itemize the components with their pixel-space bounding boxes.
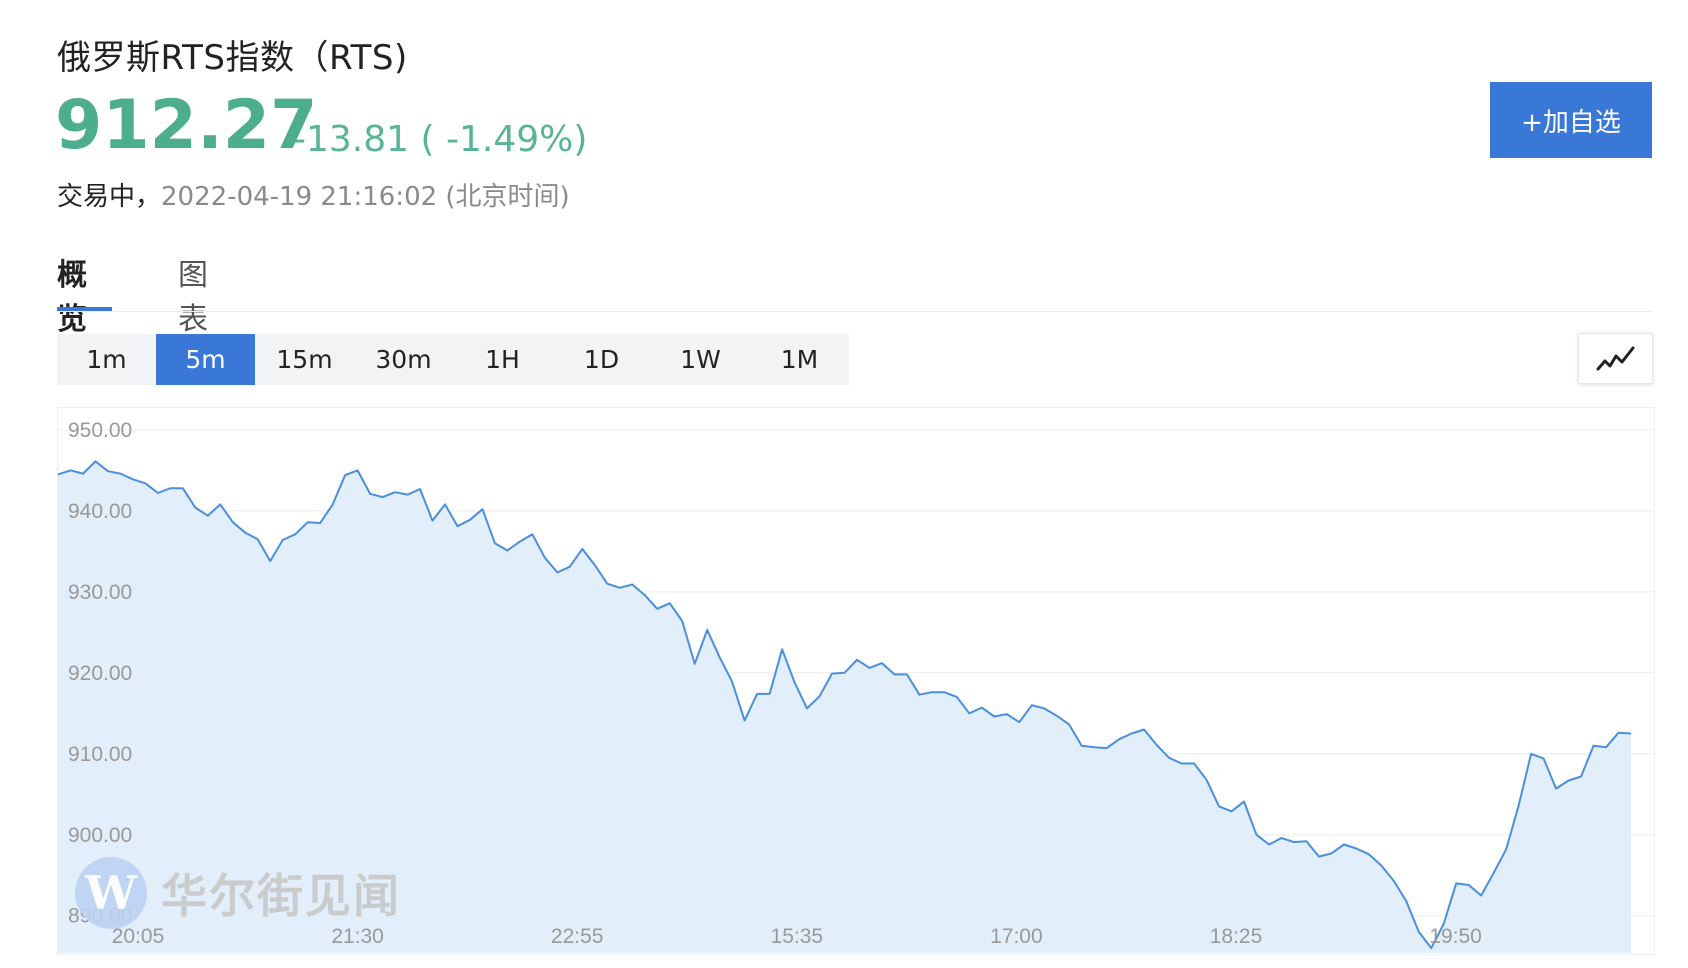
- update-timestamp: 2022-04-19 21:16:02 (北京时间): [161, 182, 570, 212]
- tab-chart-label: 图表: [178, 258, 208, 337]
- add-to-watchlist-button[interactable]: +加自选: [1490, 82, 1652, 158]
- trading-status: 交易中，: [57, 182, 162, 212]
- y-tick-label: 930.00: [68, 581, 132, 604]
- price-change: -13.81 ( -1.49%): [293, 119, 588, 160]
- current-price: 912.27: [55, 86, 318, 165]
- price-chart-svg: 950.00940.00930.00920.00910.00900.00890.…: [58, 419, 1654, 953]
- period-1h-button[interactable]: 1H: [485, 345, 520, 374]
- line-chart-icon: [1596, 346, 1634, 370]
- period-5m-button[interactable]: 5m: [156, 334, 255, 385]
- period-1d-button[interactable]: 1D: [583, 345, 620, 374]
- page-title: 俄罗斯RTS指数（RTS): [57, 38, 408, 78]
- price-series-line: [58, 460, 1632, 950]
- x-tick-label: 22:55: [551, 925, 604, 948]
- price-area: [58, 461, 1631, 953]
- trading-status-line: 交易中，2022-04-19 21:16:02 (北京时间): [57, 176, 570, 213]
- x-tick-label: 20:05: [112, 925, 165, 948]
- x-tick-label: 17:00: [990, 925, 1043, 948]
- y-tick-label: 950.00: [68, 419, 132, 442]
- x-tick-label: 15:35: [771, 925, 824, 948]
- chart-type-toggle-button[interactable]: [1578, 333, 1653, 384]
- active-tab-indicator: [57, 307, 112, 312]
- period-30m-button[interactable]: 30m: [375, 345, 432, 374]
- tab-overview-label: 概览: [57, 258, 87, 337]
- period-selector: 1m 5m 15m 30m 1H 1D 1W 1M: [57, 334, 849, 385]
- price-chart: 950.00940.00930.00920.00910.00900.00890.…: [57, 407, 1655, 955]
- x-tick-label: 19:50: [1429, 925, 1482, 948]
- y-tick-label: 910.00: [68, 743, 132, 766]
- period-1w-button[interactable]: 1W: [680, 345, 721, 374]
- tabs-divider: [57, 311, 1653, 312]
- period-1m-button[interactable]: 1m: [86, 345, 127, 374]
- period-1mo-button[interactable]: 1M: [780, 345, 819, 374]
- x-tick-label: 21:30: [331, 925, 384, 948]
- y-tick-label: 940.00: [68, 500, 132, 523]
- watermark: W 华尔街见闻: [75, 857, 401, 929]
- y-tick-label: 900.00: [68, 824, 132, 847]
- tab-overview[interactable]: 概览: [57, 250, 112, 337]
- period-15m-button[interactable]: 15m: [276, 345, 333, 374]
- y-tick-label: 920.00: [68, 662, 132, 685]
- tab-chart[interactable]: 图表: [178, 250, 233, 337]
- x-tick-label: 18:25: [1210, 925, 1263, 948]
- watermark-text: 华尔街见闻: [161, 869, 401, 923]
- wallstreetcn-logo-icon: W: [75, 857, 147, 929]
